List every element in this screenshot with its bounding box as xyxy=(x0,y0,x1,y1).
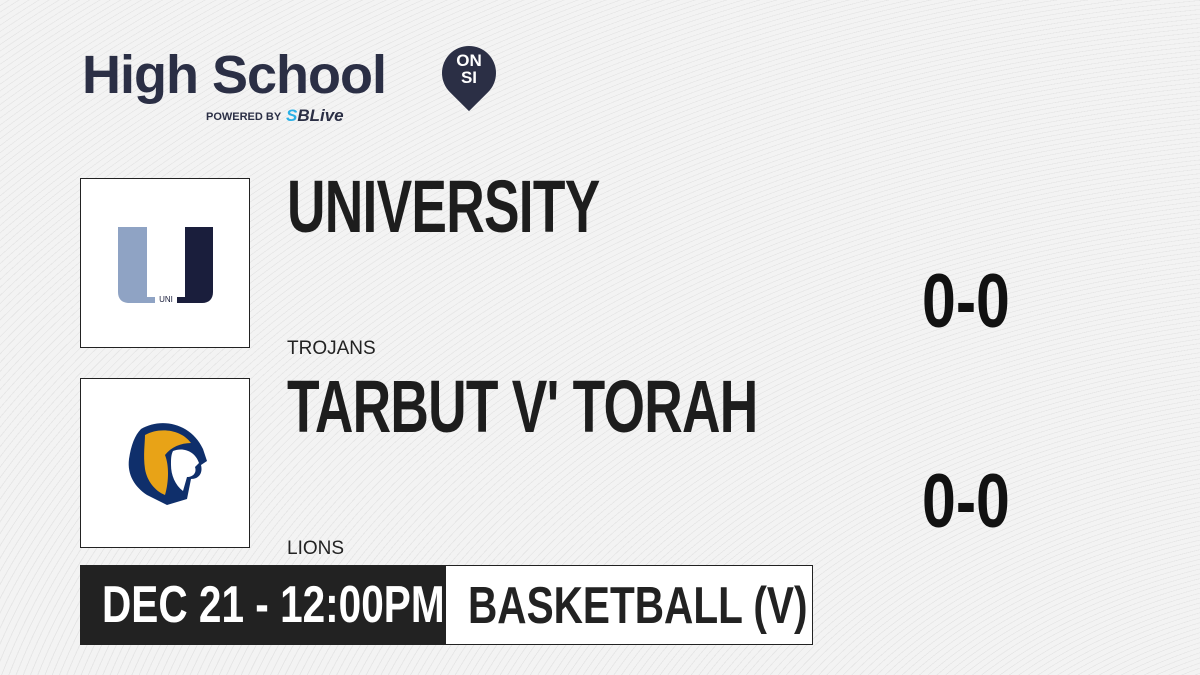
team2-name: TARBUT V' TORAH xyxy=(287,365,758,448)
powered-by-label: POWERED BY xyxy=(206,111,282,123)
brand-title: High School xyxy=(82,45,387,105)
game-sport: BASKETBALL (V) xyxy=(468,577,808,635)
team2-mascot: LIONS xyxy=(287,538,345,559)
team1-mascot: TROJANS xyxy=(287,338,376,359)
on-si-badge: ON SI xyxy=(456,51,482,87)
sblive-logo: SBLive xyxy=(286,106,344,125)
team2-score: 0-0 xyxy=(922,459,1010,544)
team1-name: UNIVERSITY xyxy=(287,165,600,248)
game-datetime: DEC 21 - 12:00PM xyxy=(102,576,445,634)
team1-score: 0-0 xyxy=(922,259,1010,344)
game-datetime-box: DEC 21 - 12:00PM xyxy=(80,565,446,645)
team2-logo xyxy=(80,378,250,548)
svg-text:UNI: UNI xyxy=(159,295,173,304)
team1-logo: UNI xyxy=(80,178,250,348)
game-sport-box: BASKETBALL (V) xyxy=(445,565,813,645)
